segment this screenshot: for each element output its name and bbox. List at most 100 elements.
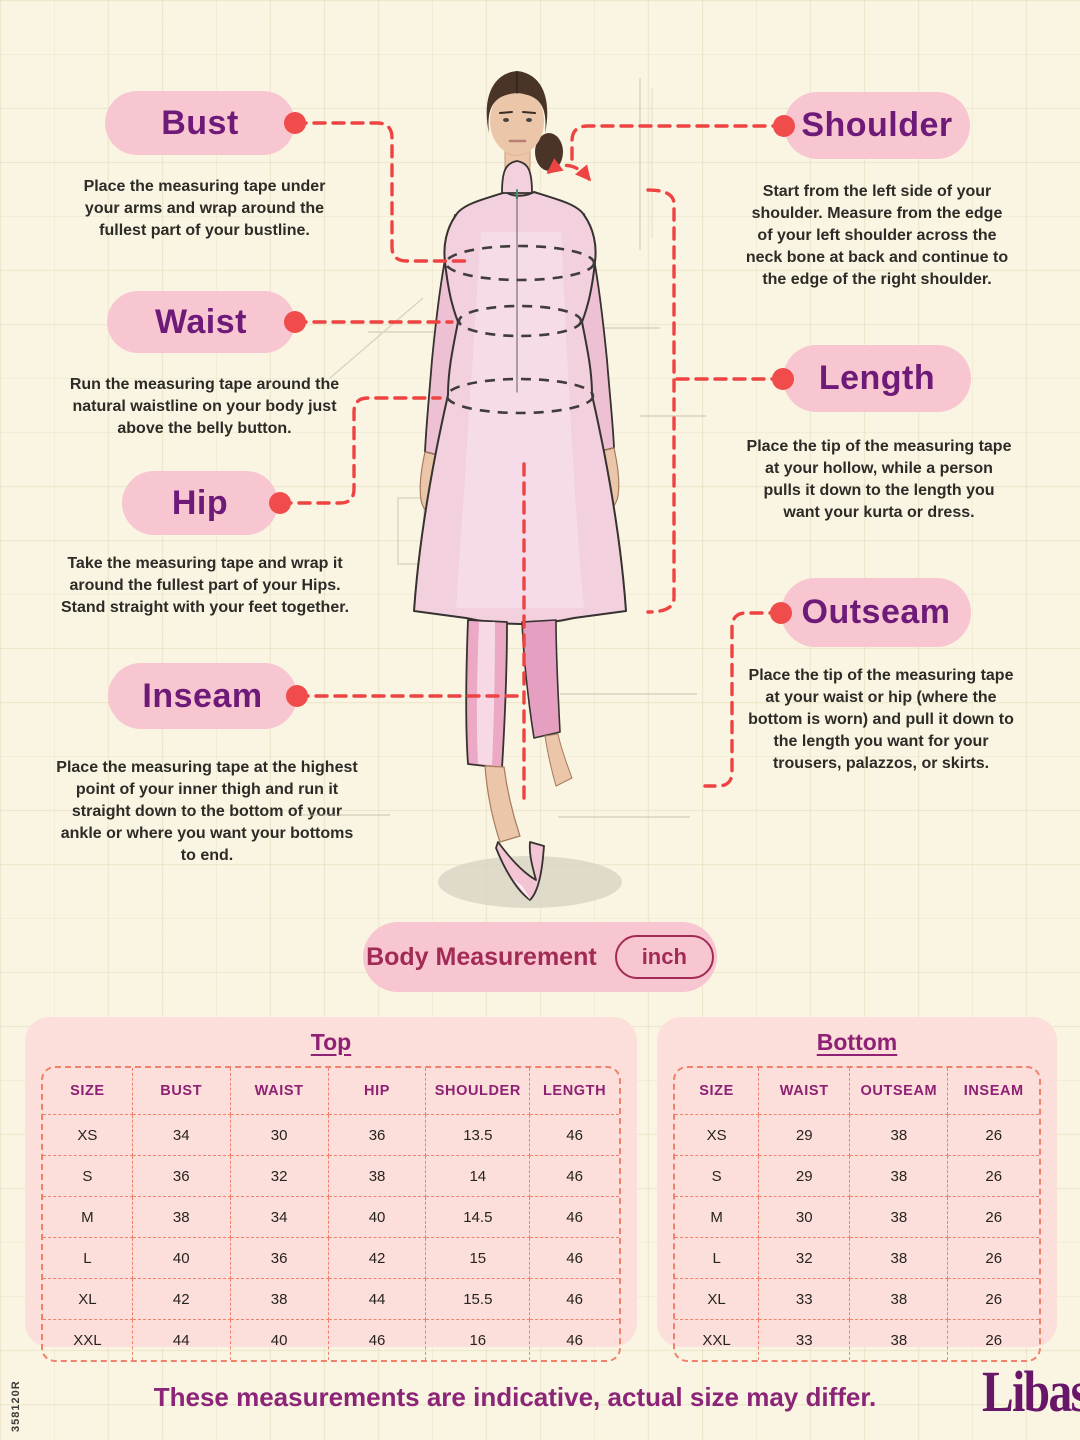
table-cell: 40 [131,1237,231,1279]
bust-pill: Bust [105,91,295,155]
table-cell: XL [43,1278,133,1320]
model-figure [413,71,627,901]
hip-pill: Hip [122,471,278,535]
table-cell: 33 [758,1319,851,1360]
waist-pill: Waist [107,291,295,353]
back-trouser-leg [521,619,561,739]
table-cell: 38 [849,1319,949,1360]
table-cell: M [43,1196,133,1238]
table-cell: 16 [425,1319,531,1360]
table-header-row: SIZE WAIST OUTSEAM INSEAM [675,1068,1039,1115]
table-cell: S [675,1155,760,1197]
table-cell: 38 [849,1196,949,1238]
table-row: M 30 38 26 [675,1196,1039,1238]
table-cell: 46 [529,1155,619,1197]
table-row: L 32 38 26 [675,1237,1039,1279]
hip-description: Take the measuring tape and wrap it arou… [60,555,350,616]
table-cell: 29 [758,1155,851,1197]
shoulder-pill: Shoulder [784,92,970,159]
table-cell: XXL [675,1319,760,1360]
hair [486,71,548,134]
front-trouser-leg [465,619,508,769]
outseam-pill: Outseam [781,578,971,647]
inseam-description: Place the measuring tape at the highest … [56,759,358,864]
waist-ellipse [457,304,583,338]
footer-disclaimer: These measurements are indicative, actua… [153,1382,877,1412]
table-cell: 30 [229,1114,329,1156]
table-row: S 29 38 26 [675,1155,1039,1197]
table-cell: 14 [425,1155,531,1197]
neck [504,145,531,197]
table-cell: 26 [947,1196,1039,1238]
bottom-table-title: Bottom [816,1029,898,1055]
table-row: XS 34 30 36 13.5 46 [43,1114,619,1156]
table-cell: 42 [131,1278,231,1320]
back-ankle [544,733,573,787]
kurta [413,191,627,625]
table-cell: L [675,1237,760,1279]
table-cell: 42 [327,1237,427,1279]
table-cell: 14.5 [425,1196,531,1238]
hip-pill-label: Hip [171,483,229,522]
table-cell: 32 [229,1155,329,1197]
shoulder-pill-label: Shoulder [801,106,953,144]
waist-pill-label: Waist [155,302,247,341]
length-pill-label: Length [818,359,936,397]
table-cell: 44 [327,1278,427,1320]
column-header: SHOULDER [425,1068,531,1115]
table-cell: 46 [529,1114,619,1156]
table-cell: XS [43,1114,133,1156]
inseam-pill-label: Inseam [142,676,263,715]
waist-description: Run the measuring tape around the natura… [69,376,340,437]
bust-ellipse [444,244,596,282]
bottom-size-table-card: Bottom SIZE WAIST OUTSEAM INSEAM XS 29 38 2… [657,1017,1057,1362]
table-cell: 46 [529,1196,619,1238]
table-cell: 38 [849,1114,949,1156]
collar [501,160,533,194]
table-cell: XS [675,1114,760,1156]
left-hand [419,451,450,515]
table-cell: 38 [849,1237,949,1279]
bottom-size-table: SIZE WAIST OUTSEAM INSEAM XS 29 38 26 S 29 38… [673,1066,1041,1362]
table-cell: 38 [327,1155,427,1197]
trouser-crease [476,622,495,765]
ground-shadow [438,856,622,908]
table-cell: 46 [327,1319,427,1360]
bust-pill-label: Bust [161,103,239,142]
table-row: XS 29 38 26 [675,1114,1039,1156]
table-cell: 38 [131,1196,231,1238]
length-bracket [646,188,676,614]
table-row: XXL 33 38 26 [675,1319,1039,1360]
table-cell: 44 [131,1319,231,1360]
unit-toggle-inch[interactable]: inch [614,935,714,979]
length-description: Place the tip of the measuring tape at y… [746,438,1012,521]
table-header-row: SIZE BUST WAIST HIP SHOULDER LENGTH [43,1068,619,1115]
sketch-lines [300,78,706,818]
table-row: L 40 36 42 15 46 [43,1237,619,1279]
table-cell: 38 [849,1278,949,1320]
table-cell: 26 [947,1237,1039,1279]
body-measure-ellipses [444,244,596,415]
column-header: OUTSEAM [849,1068,949,1115]
outseam-pill-label: Outseam [801,593,951,631]
table-cell: 40 [229,1319,329,1360]
column-header: WAIST [229,1068,329,1115]
table-cell: S [43,1155,133,1197]
column-header: INSEAM [947,1068,1039,1115]
column-header: SIZE [43,1068,133,1115]
table-cell: 13.5 [425,1114,531,1156]
table-cell: 15 [425,1237,531,1279]
table-row: M 38 34 40 14.5 46 [43,1196,619,1238]
table-cell: 40 [327,1196,427,1238]
inseam-pill: Inseam [108,663,297,729]
table-cell: 34 [229,1196,329,1238]
table-cell: 26 [947,1114,1039,1156]
hip-ellipse [445,377,595,415]
table-cell: 15.5 [425,1278,531,1320]
product-code: 358120R [10,1380,22,1432]
front-ankle [484,765,521,843]
table-cell: 26 [947,1278,1039,1320]
table-cell: 32 [758,1237,851,1279]
outseam-description: Place the tip of the measuring tape at y… [748,667,1014,772]
right-sleeve [572,213,615,455]
